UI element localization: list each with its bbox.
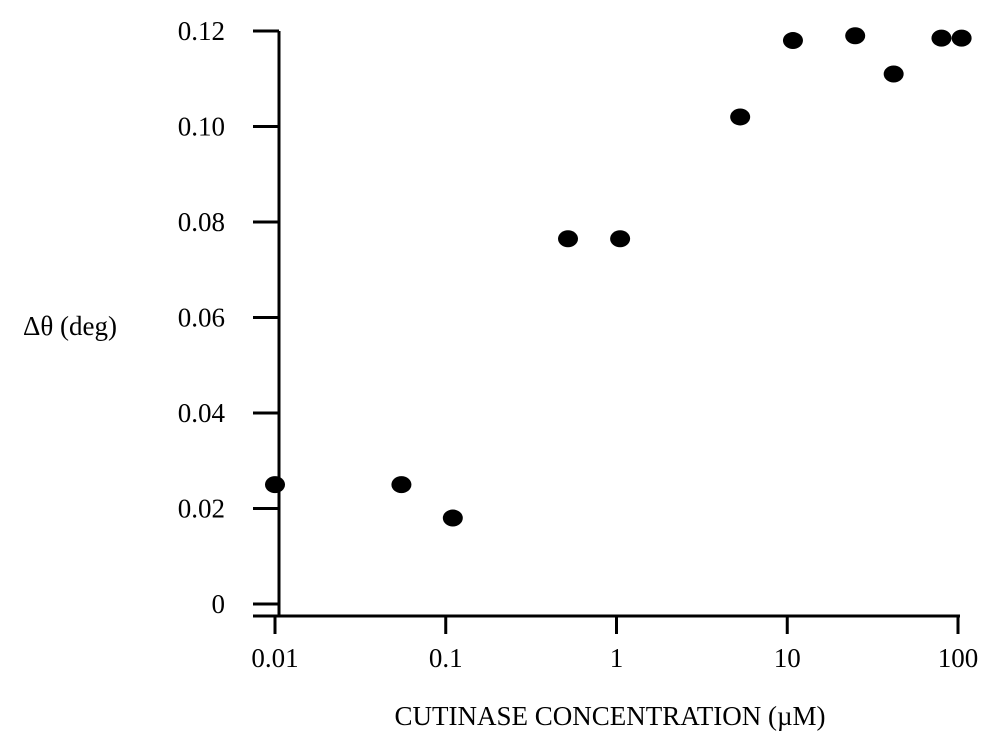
data-point — [951, 29, 972, 47]
data-point — [730, 108, 751, 126]
data-point — [883, 65, 904, 83]
axes — [253, 31, 960, 618]
y-axis-label: Δθ (deg) — [23, 311, 117, 341]
data-point — [442, 509, 463, 527]
data-point — [782, 32, 803, 50]
data-point — [265, 476, 285, 494]
data-points — [265, 27, 972, 527]
x-tick-label: 0.1 — [429, 643, 463, 673]
x-axis-ticks: 0.01 0.1 1 10 100 — [251, 616, 978, 673]
data-point — [931, 29, 952, 47]
data-point — [391, 476, 412, 494]
y-axis-ticks: 0 0.02 0.04 0.06 0.08 0.10 0.12 — [178, 16, 279, 619]
data-point — [558, 230, 579, 248]
y-tick-label: 0.06 — [178, 303, 225, 333]
y-tick-label: 0.12 — [178, 16, 225, 46]
x-tick-label: 1 — [610, 643, 624, 673]
y-tick-label: 0 — [212, 589, 226, 619]
y-tick-label: 0.10 — [178, 112, 225, 142]
y-tick-label: 0.04 — [178, 398, 226, 428]
x-tick-label: 0.01 — [251, 643, 298, 673]
x-tick-label: 100 — [938, 643, 979, 673]
y-tick-label: 0.02 — [178, 494, 225, 524]
data-point — [610, 230, 631, 248]
x-tick-label: 10 — [774, 643, 801, 673]
data-point — [845, 27, 866, 45]
y-tick-label: 0.08 — [178, 207, 225, 237]
x-axis-label: CUTINASE CONCENTRATION (µM) — [394, 701, 825, 731]
